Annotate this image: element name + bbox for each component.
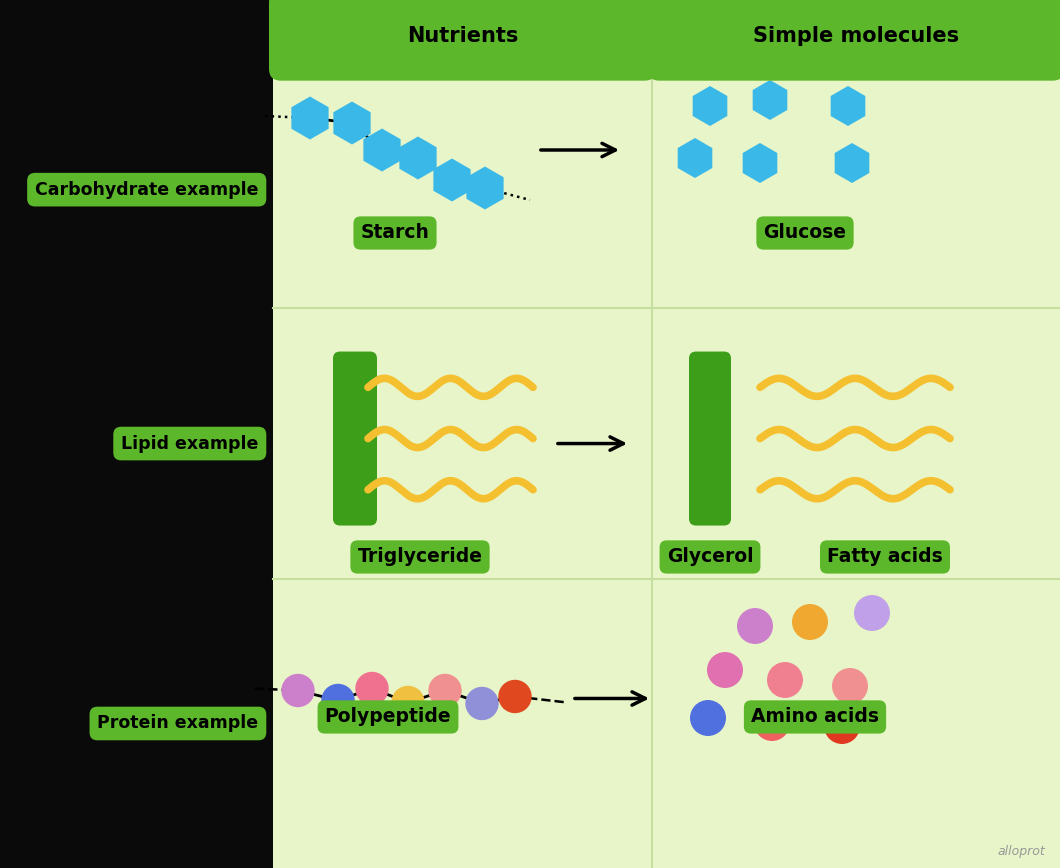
Circle shape [738,608,773,643]
Polygon shape [334,102,371,144]
Circle shape [825,708,860,743]
Text: Protein example: Protein example [98,714,259,733]
Circle shape [392,687,424,719]
FancyBboxPatch shape [273,0,1060,868]
Text: Triglyceride: Triglyceride [357,548,482,567]
Text: Carbohydrate example: Carbohydrate example [35,181,259,199]
Circle shape [767,663,802,697]
Circle shape [356,673,388,705]
Circle shape [793,605,827,639]
Polygon shape [364,128,401,172]
Circle shape [708,653,742,687]
FancyBboxPatch shape [333,352,377,525]
FancyBboxPatch shape [269,0,656,81]
Polygon shape [834,143,869,183]
Circle shape [322,685,354,716]
Circle shape [691,700,725,735]
Circle shape [854,595,889,630]
Polygon shape [400,136,437,180]
Polygon shape [743,143,777,183]
Circle shape [833,668,867,703]
Circle shape [755,706,790,740]
Circle shape [429,674,461,707]
Text: Amino acids: Amino acids [750,707,879,727]
Polygon shape [292,96,329,140]
FancyBboxPatch shape [648,0,1060,81]
Circle shape [499,681,531,713]
Text: Simple molecules: Simple molecules [753,25,959,46]
Polygon shape [677,138,712,178]
Polygon shape [434,159,471,201]
Polygon shape [692,86,727,126]
FancyBboxPatch shape [689,352,731,525]
Text: Glucose: Glucose [763,223,847,242]
Polygon shape [466,167,503,209]
Polygon shape [831,86,865,126]
Text: Nutrients: Nutrients [407,25,518,46]
Circle shape [466,687,498,720]
Polygon shape [753,80,788,120]
Text: Fatty acids: Fatty acids [827,548,943,567]
Text: alloprot: alloprot [997,845,1045,858]
Text: Lipid example: Lipid example [121,435,259,452]
Text: Glycerol: Glycerol [667,548,754,567]
Text: Polypeptide: Polypeptide [324,707,452,727]
Circle shape [282,674,314,707]
Text: Starch: Starch [360,223,429,242]
